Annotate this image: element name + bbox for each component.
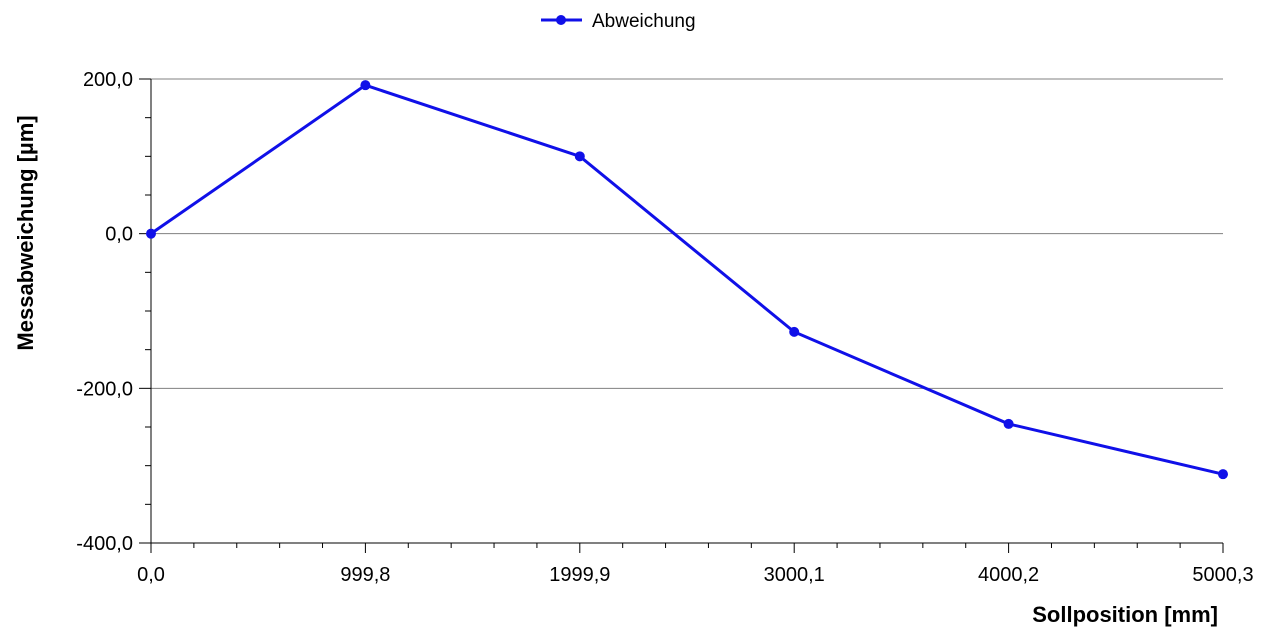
- x-axis-ticks: 0,0 999,8 1999,9 3000,1 4000,2 5000,3: [137, 543, 1254, 586]
- y-tick-label: -200,0: [76, 378, 133, 400]
- data-point: [146, 228, 156, 239]
- y-tick-label: 200,0: [83, 69, 133, 91]
- grid-lines: [151, 78, 1223, 389]
- x-tick-label: 999,8: [340, 564, 390, 586]
- y-tick-label: -400,0: [76, 533, 133, 555]
- data-point: [574, 151, 585, 162]
- data-point: [789, 326, 800, 337]
- minor-ticks: [145, 117, 1181, 548]
- data-point: [1003, 418, 1014, 429]
- data-points: [146, 80, 1228, 480]
- x-tick-label: 3000,1: [764, 564, 825, 586]
- x-tick-label: 0,0: [137, 564, 165, 586]
- y-axis-ticks: 200,0 0,0 -200,0 -400,0: [76, 69, 151, 555]
- x-tick-label: 4000,2: [978, 564, 1039, 586]
- series-line-abweichung: [150, 83, 1224, 476]
- y-axis-title: Messabweichung [µm]: [13, 115, 38, 350]
- y-tick-label: 0,0: [105, 224, 133, 246]
- data-point: [360, 80, 371, 91]
- x-tick-label: 5000,3: [1192, 564, 1253, 586]
- legend-point-marker: [556, 15, 566, 25]
- x-axis-title: Sollposition [mm]: [1032, 602, 1218, 627]
- x-tick-label: 1999,9: [549, 564, 610, 586]
- legend: Abweichung: [541, 11, 696, 32]
- data-point: [1218, 469, 1228, 480]
- legend-label: Abweichung: [592, 11, 696, 32]
